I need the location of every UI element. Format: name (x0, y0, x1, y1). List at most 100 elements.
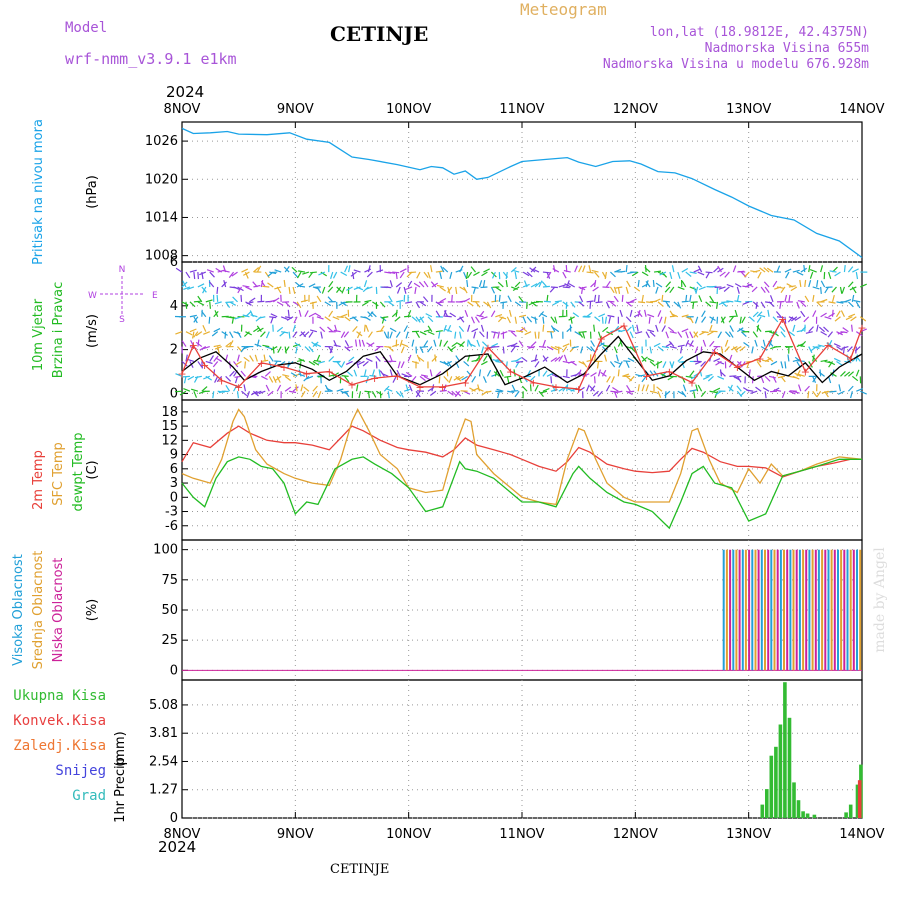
wind-arrow (664, 316, 667, 324)
wind-arrow (849, 286, 857, 291)
precip-legend-3: Snijeg (55, 763, 106, 779)
x-tick-label-bottom: 13NOV (726, 827, 771, 842)
wind-arrow (567, 360, 575, 364)
wind-arrow (471, 328, 479, 333)
wind-arrow (641, 271, 649, 277)
wind-arrow (381, 316, 389, 319)
wind-arrow (193, 300, 201, 303)
precip-total-bar (805, 813, 810, 818)
wind-arrow (529, 375, 536, 382)
wind-arrow (423, 340, 429, 347)
wind-arrow (790, 286, 798, 292)
wind-arrow (836, 346, 843, 351)
wind-arrow (244, 271, 249, 279)
wind-arrow (742, 301, 750, 305)
wind-arrow (677, 271, 681, 279)
wind-arrow (817, 344, 825, 348)
panel-4-ytick-label: 2.54 (149, 754, 178, 769)
wind-arrow (597, 294, 600, 302)
wind-arrow (459, 331, 462, 339)
wind-arrow (724, 339, 729, 347)
year-top: 2024 (166, 83, 205, 101)
wind-arrow (319, 326, 326, 333)
panel-3-ytick-label: 100 (153, 543, 178, 558)
wind-arrow (376, 269, 384, 273)
wind-arrow (265, 331, 270, 339)
wind-arrow (669, 345, 677, 349)
wind-arrow (387, 346, 394, 352)
wind-arrow (766, 267, 774, 273)
wind-arrow (276, 326, 284, 333)
wind-arrow (482, 279, 486, 288)
wind-arrow (514, 271, 517, 280)
wind-arrow (808, 326, 814, 333)
wind-arrow (413, 282, 421, 288)
wind-arrow (371, 390, 377, 398)
wind-gust-marker: + (857, 322, 866, 335)
wind-arrow (480, 324, 485, 332)
wind-arrow (254, 354, 258, 362)
wind-arrow (191, 388, 199, 392)
panel-0-ylabel: (hPa) (85, 175, 100, 209)
x-tick-label-bottom: 12NOV (613, 827, 658, 842)
wind-arrow (597, 331, 602, 339)
wind-arrow (435, 310, 441, 318)
wind-arrow (221, 281, 227, 288)
wind-arrow (463, 286, 468, 294)
wind-arrow (772, 280, 778, 288)
wind-arrow (395, 390, 402, 397)
wind-gust-marker: + (234, 381, 243, 394)
wind-arrow (743, 271, 750, 278)
wind-arrow (597, 369, 601, 377)
wind-arrow (202, 345, 210, 350)
precip-total-bar (844, 812, 848, 818)
wind-arrow (816, 390, 822, 398)
wind-arrow (467, 324, 471, 332)
wind-arrow (631, 324, 635, 332)
wind-arrow (324, 316, 331, 322)
wind-arrow (467, 301, 474, 307)
wind-arrow (497, 331, 500, 339)
wind-arrow (357, 360, 365, 366)
wind-arrow (464, 309, 469, 317)
wind-arrow (364, 268, 372, 273)
wind-arrow (837, 390, 845, 395)
wind-arrow (685, 339, 690, 347)
wind-arrow (604, 316, 608, 324)
wind-arrow (345, 360, 353, 365)
wind-arrow (809, 269, 817, 273)
panel-3-ylabel: (%) (85, 599, 100, 622)
wind-arrow (855, 369, 860, 377)
wind-arrow (417, 316, 425, 322)
wind-arrow (214, 345, 222, 350)
wind-arrow (779, 301, 782, 309)
wind-arrow (422, 296, 429, 303)
wind-arrow (492, 345, 500, 348)
wind-arrow (518, 340, 524, 347)
wind-arrow (534, 331, 537, 339)
wind-arrow (274, 286, 282, 290)
wind-arrow (826, 342, 833, 348)
wind-arrow (774, 286, 782, 290)
wind-arrow (346, 286, 353, 291)
wind-arrow (657, 310, 662, 318)
wind-arrow (528, 345, 536, 349)
wind-arrow (816, 324, 819, 332)
wind-arrow (486, 369, 492, 377)
wind-arrow (665, 301, 671, 308)
wind-arrow (197, 339, 200, 347)
wind-arrow (751, 346, 754, 354)
wind-arrow (396, 369, 401, 377)
wind-arrow (713, 266, 720, 273)
wind-arrow (716, 301, 719, 309)
wind-arrow (824, 316, 832, 320)
wind-arrow (677, 331, 683, 338)
wind-arrow (627, 271, 635, 275)
wind-arrow (295, 384, 298, 392)
wind-arrow (492, 358, 500, 363)
wind-arrow (187, 375, 195, 381)
wind-arrow (387, 301, 395, 307)
wind-arrow (240, 370, 246, 377)
wind-arrow (664, 390, 671, 397)
wind-arrow (664, 286, 671, 293)
